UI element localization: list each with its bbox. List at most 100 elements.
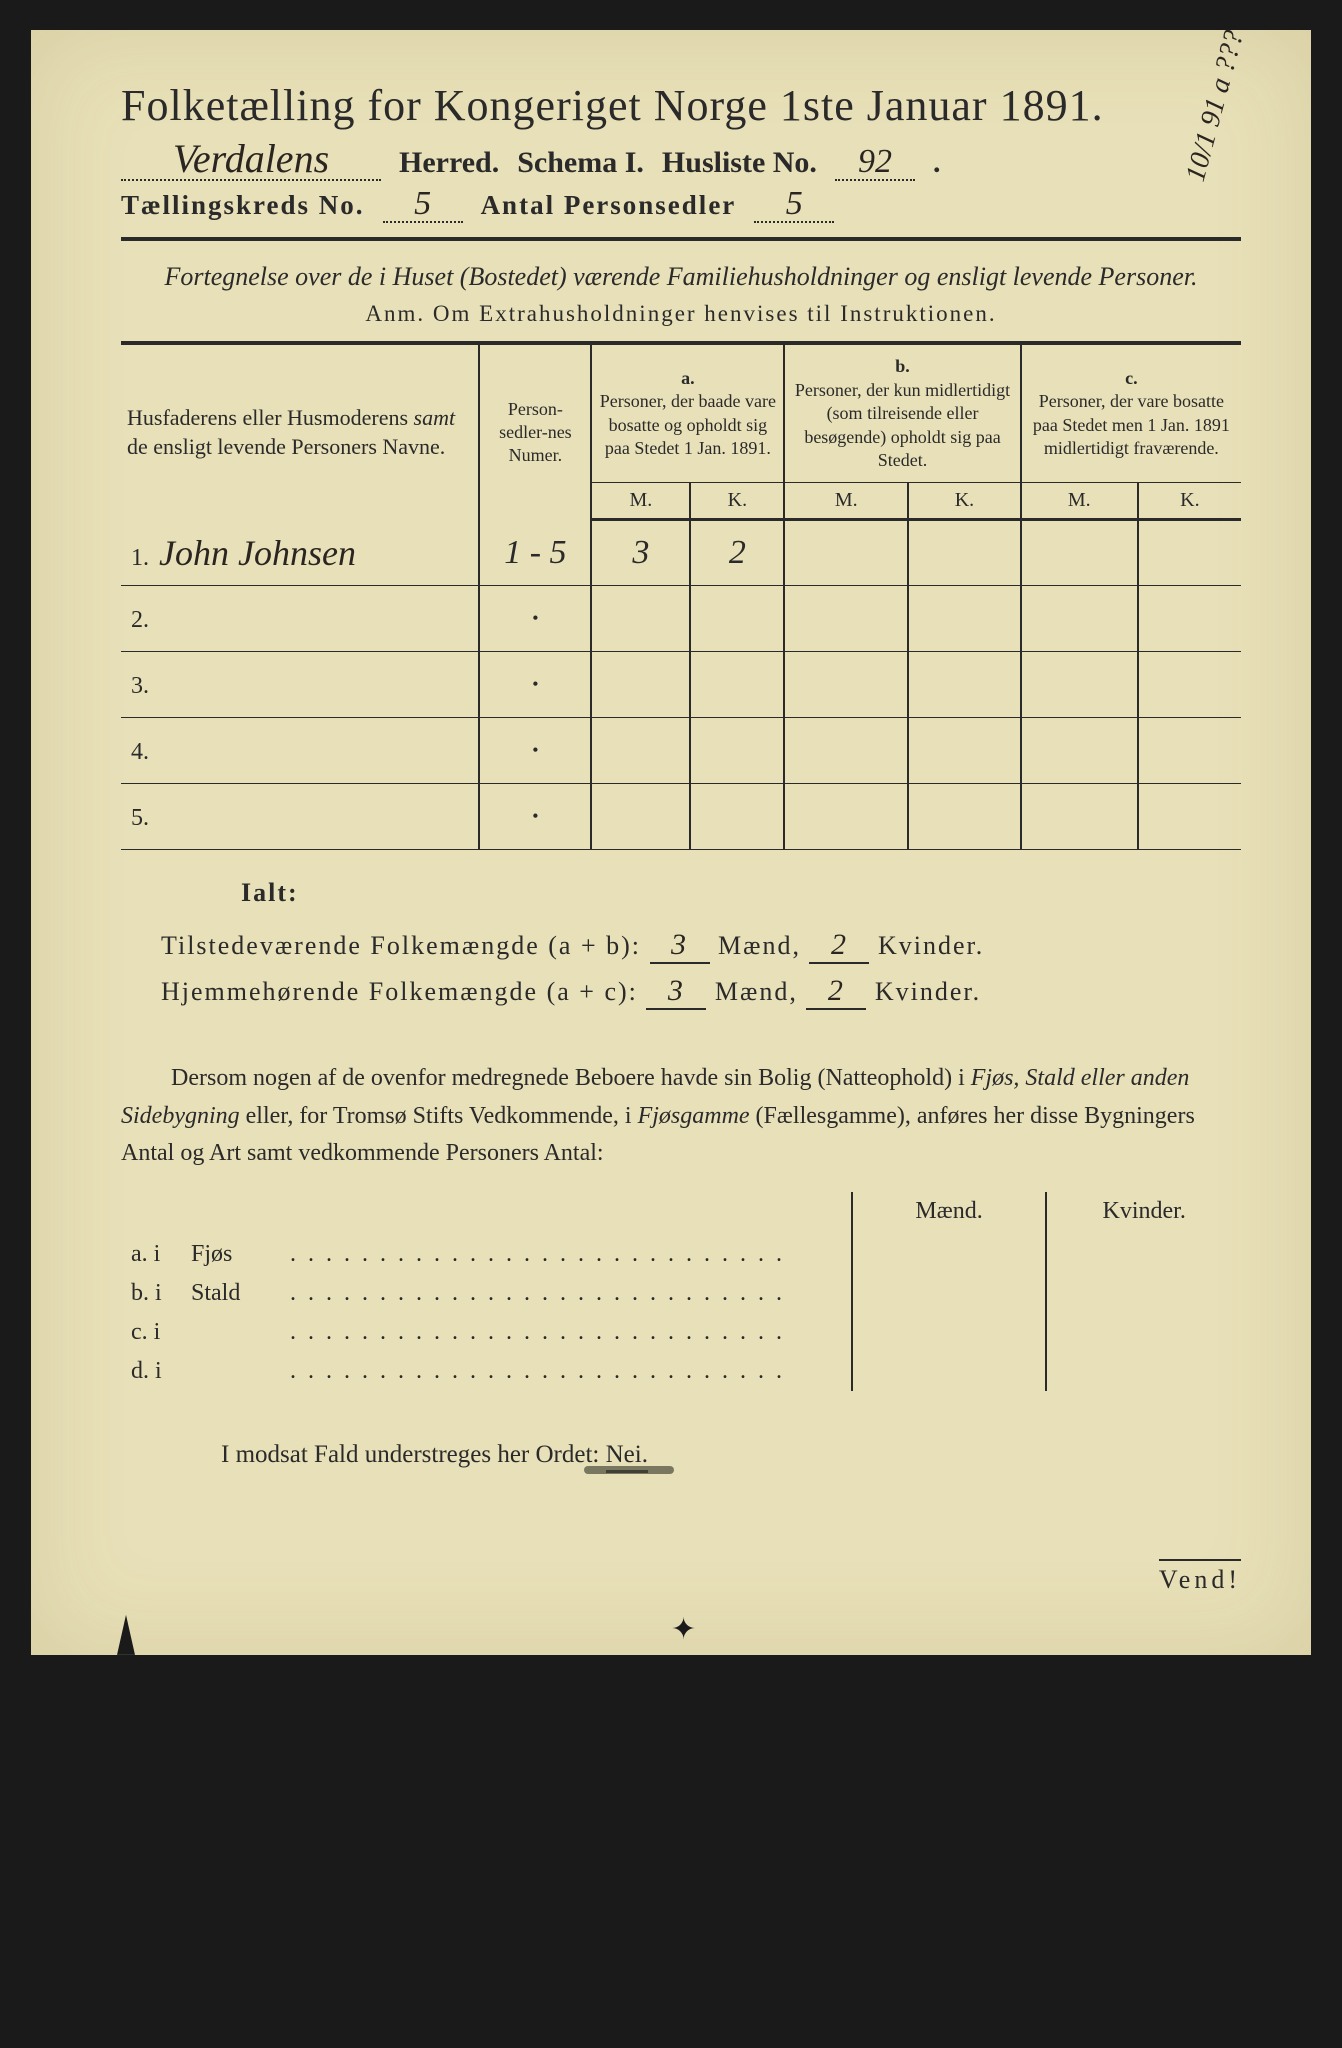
maend-header: Mænd. bbox=[852, 1192, 1047, 1235]
data-cell bbox=[784, 520, 908, 586]
main-table: Husfaderens eller Husmoderens samt de en… bbox=[121, 345, 1241, 850]
kvinder-header: Kvinder. bbox=[1046, 1192, 1241, 1235]
col-name-header: Husfaderens eller Husmoderens samt de en… bbox=[121, 345, 479, 519]
lower-row-label: a. iFjøs . . . . . . . . . . . . . . . .… bbox=[121, 1235, 852, 1274]
data-cell bbox=[784, 784, 908, 850]
kreds-label: Tællingskreds No. bbox=[121, 190, 365, 221]
schema-label: Schema I. bbox=[517, 146, 644, 180]
col-a-header: a. Personer, der baade vare bosatte og o… bbox=[591, 345, 784, 482]
lower-row: b. iStald . . . . . . . . . . . . . . . … bbox=[121, 1274, 1241, 1313]
data-cell bbox=[1138, 652, 1241, 718]
data-cell: 3 bbox=[591, 520, 690, 586]
data-cell bbox=[1021, 586, 1138, 652]
lower-table: Mænd. Kvinder. a. iFjøs . . . . . . . . … bbox=[121, 1192, 1241, 1391]
total-ab-m: 3 bbox=[650, 928, 710, 964]
m-label: M. bbox=[784, 483, 908, 520]
husliste-label: Husliste No. bbox=[662, 146, 817, 180]
lower-k-cell bbox=[1046, 1352, 1241, 1391]
row-name-cell: 4. bbox=[121, 718, 479, 784]
table-row: 2.• bbox=[121, 586, 1241, 652]
herred-label: Herred. bbox=[399, 146, 499, 180]
data-cell bbox=[1138, 718, 1241, 784]
lower-m-cell bbox=[852, 1235, 1047, 1274]
row-name-cell: 2. bbox=[121, 586, 479, 652]
herred-value: Verdalens bbox=[121, 139, 381, 181]
lower-header-row: Mænd. Kvinder. bbox=[121, 1192, 1241, 1235]
m-label: M. bbox=[591, 483, 690, 520]
data-cell: • bbox=[479, 784, 591, 850]
lower-m-cell bbox=[852, 1352, 1047, 1391]
data-cell: 1 - 5 bbox=[479, 520, 591, 586]
lower-m-cell bbox=[852, 1274, 1047, 1313]
vend-label: Vend! bbox=[1159, 1559, 1241, 1595]
lower-m-cell bbox=[852, 1313, 1047, 1352]
lower-k-cell bbox=[1046, 1274, 1241, 1313]
data-cell bbox=[591, 784, 690, 850]
data-cell bbox=[1021, 520, 1138, 586]
personsedler-label: Antal Personsedler bbox=[481, 190, 737, 221]
anm-note: Anm. Om Extrahusholdninger henvises til … bbox=[121, 301, 1241, 327]
data-cell bbox=[1021, 718, 1138, 784]
census-form-page: 10/1 91 a ??? Folketælling for Kongerige… bbox=[31, 30, 1311, 1655]
data-cell bbox=[784, 586, 908, 652]
data-cell bbox=[908, 718, 1021, 784]
data-cell: • bbox=[479, 586, 591, 652]
header-line-2: Tællingskreds No. 5 Antal Personsedler 5 bbox=[121, 187, 1241, 223]
data-cell bbox=[1021, 652, 1138, 718]
bottom-mark: ✦ bbox=[671, 1612, 696, 1647]
total-ac-k: 2 bbox=[806, 974, 866, 1010]
ink-smudge bbox=[584, 1466, 674, 1474]
lower-row: a. iFjøs . . . . . . . . . . . . . . . .… bbox=[121, 1235, 1241, 1274]
col-b-header: b. Personer, der kun midlertidigt (som t… bbox=[784, 345, 1020, 482]
lower-k-cell bbox=[1046, 1235, 1241, 1274]
data-cell bbox=[690, 718, 784, 784]
lower-k-cell bbox=[1046, 1313, 1241, 1352]
k-label: K. bbox=[690, 483, 784, 520]
data-cell: 2 bbox=[690, 520, 784, 586]
total-ac-m: 3 bbox=[646, 974, 706, 1010]
data-cell bbox=[591, 652, 690, 718]
form-subtitle: Fortegnelse over de i Huset (Bostedet) v… bbox=[121, 259, 1241, 295]
data-cell bbox=[908, 784, 1021, 850]
husliste-value: 92 bbox=[835, 145, 915, 181]
row-name-cell: 3. bbox=[121, 652, 479, 718]
k-label: K. bbox=[908, 483, 1021, 520]
data-cell bbox=[690, 784, 784, 850]
data-cell bbox=[1138, 586, 1241, 652]
ialt-label: Ialt: bbox=[241, 878, 1241, 908]
data-cell bbox=[1138, 784, 1241, 850]
col-c-header: c. Personer, der vare bosatte paa Stedet… bbox=[1021, 345, 1241, 482]
data-cell bbox=[784, 652, 908, 718]
data-cell bbox=[908, 586, 1021, 652]
totals-line-1: Tilstedeværende Folkemængde (a + b): 3 M… bbox=[161, 928, 1241, 964]
table-row: 4.• bbox=[121, 718, 1241, 784]
row-name-cell: 1.John Johnsen bbox=[121, 520, 479, 586]
col-num-header: Person-sedler-nes Numer. bbox=[479, 345, 591, 519]
k-label: K. bbox=[1138, 483, 1241, 520]
data-cell bbox=[908, 652, 1021, 718]
data-cell bbox=[591, 718, 690, 784]
lower-row: d. i . . . . . . . . . . . . . . . . . .… bbox=[121, 1352, 1241, 1391]
table-row: 5.• bbox=[121, 784, 1241, 850]
paper-tear bbox=[111, 1615, 141, 1655]
document-title: Folketælling for Kongeriget Norge 1ste J… bbox=[121, 80, 1241, 131]
data-cell bbox=[784, 718, 908, 784]
m-label: M. bbox=[1021, 483, 1138, 520]
instructions-paragraph: Dersom nogen af de ovenfor medregnede Be… bbox=[121, 1060, 1241, 1172]
header-line-1: Verdalens Herred. Schema I. Husliste No.… bbox=[121, 139, 1241, 181]
data-cell bbox=[1138, 520, 1241, 586]
nei-line: I modsat Fald understreges her Ordet: Ne… bbox=[221, 1441, 1241, 1469]
table-row: 3.• bbox=[121, 652, 1241, 718]
totals-line-2: Hjemmehørende Folkemængde (a + c): 3 Mæn… bbox=[161, 974, 1241, 1010]
table-header-row: Husfaderens eller Husmoderens samt de en… bbox=[121, 345, 1241, 482]
lower-row-label: c. i . . . . . . . . . . . . . . . . . .… bbox=[121, 1313, 852, 1352]
data-cell bbox=[690, 652, 784, 718]
table-row: 1.John Johnsen1 - 532 bbox=[121, 520, 1241, 586]
lower-row-label: b. iStald . . . . . . . . . . . . . . . … bbox=[121, 1274, 852, 1313]
data-cell: • bbox=[479, 652, 591, 718]
divider bbox=[121, 237, 1241, 241]
lower-row-label: d. i . . . . . . . . . . . . . . . . . .… bbox=[121, 1352, 852, 1391]
row-name-cell: 5. bbox=[121, 784, 479, 850]
lower-row: c. i . . . . . . . . . . . . . . . . . .… bbox=[121, 1313, 1241, 1352]
data-cell bbox=[1021, 784, 1138, 850]
